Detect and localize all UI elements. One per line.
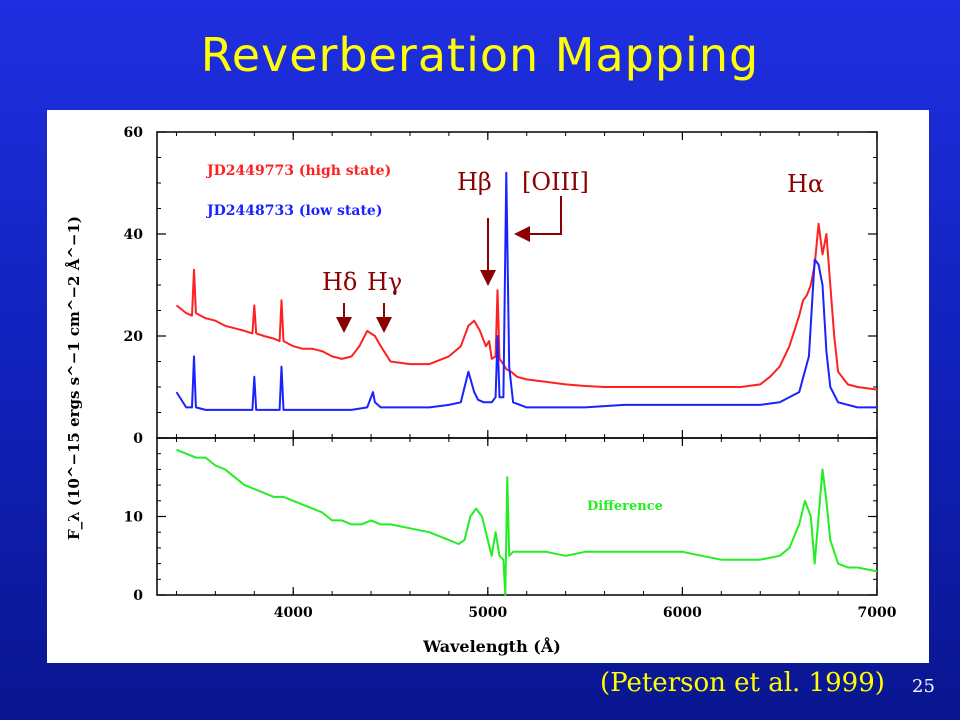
annotation-hbeta: Hβ: [457, 168, 492, 196]
y-tick-label: 0: [133, 588, 143, 604]
x-tick-label: 4000: [274, 605, 313, 621]
difference-line: [176, 448, 878, 596]
oiii-arrow: [514, 196, 562, 242]
annotation-halpha: Hα: [787, 170, 824, 198]
x-axis-label: Wavelength (Å): [422, 635, 561, 656]
citation: (Peterson et al. 1999): [600, 668, 885, 698]
high-state-line: [175, 222, 878, 391]
x-tick-label: 6000: [663, 605, 702, 621]
y-tick-label: 10: [124, 510, 144, 526]
bottom-panel-frame: [156, 437, 878, 596]
y-tick-label: 40: [124, 227, 144, 243]
y-axis-label: F_λ (10^−15 ergs s^−1 cm^−2 Å^−1): [65, 216, 83, 540]
legend-low-state: JD2448733 (low state): [205, 203, 382, 219]
slide-title: Reverberation Mapping: [200, 28, 760, 82]
bottom-panel: 4000 5000 6000 7000 0 10: [124, 132, 897, 621]
spectrum-figure: 0 20 40 60 4000 5000 6000 7000 0 10 Hδ Hγ Hβ [OIII]…: [47, 110, 929, 663]
legend-difference: Difference: [587, 499, 663, 514]
annotation-hgamma: Hγ: [367, 268, 402, 296]
spectrum-chart: 0 20 40 60 4000 5000 6000 7000 0 10 Hδ Hγ Hβ [OIII]…: [65, 125, 897, 656]
slide-number: 25: [912, 676, 935, 697]
y-tick-label: 60: [124, 125, 144, 141]
low-state-line: [175, 171, 877, 411]
y-tick-label: 20: [124, 329, 144, 345]
annotation-oiii: [OIII]: [522, 168, 589, 196]
annotation-hdelta: Hδ: [322, 268, 357, 296]
legend-high-state: JD2449773 (high state): [205, 163, 391, 179]
x-tick-label: 5000: [468, 605, 507, 621]
y-tick-label: 0: [133, 431, 143, 447]
legend: JD2449773 (high state) JD2448733 (low st…: [205, 163, 663, 514]
line-annotations: Hδ Hγ Hβ [OIII] Hα: [322, 168, 824, 333]
x-tick-label: 7000: [858, 605, 897, 621]
